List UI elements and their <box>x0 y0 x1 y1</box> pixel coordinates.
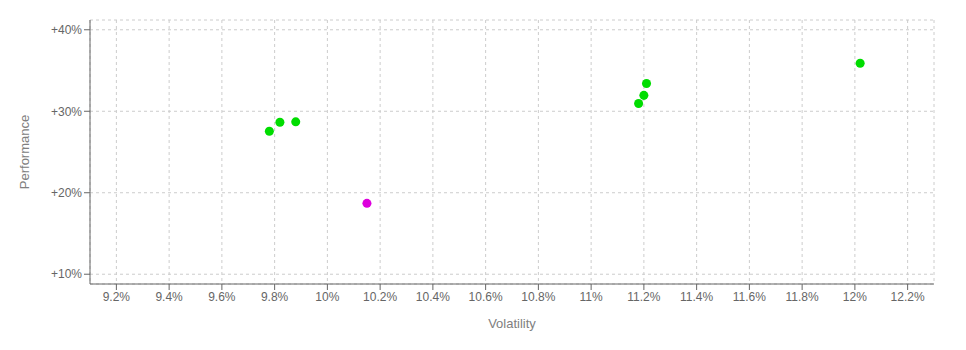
svg-text:11.8%: 11.8% <box>786 290 819 304</box>
svg-text:9.6%: 9.6% <box>208 290 236 304</box>
svg-text:12%: 12% <box>843 290 867 304</box>
svg-text:10.4%: 10.4% <box>416 290 450 304</box>
svg-text:+40%: +40% <box>51 23 82 37</box>
svg-text:11.2%: 11.2% <box>627 290 660 304</box>
svg-text:11.6%: 11.6% <box>733 290 766 304</box>
svg-text:11%: 11% <box>580 290 603 304</box>
svg-text:9.8%: 9.8% <box>261 290 289 304</box>
svg-text:Performance: Performance <box>17 115 32 189</box>
svg-text:9.2%: 9.2% <box>103 290 131 304</box>
svg-text:10.2%: 10.2% <box>363 290 397 304</box>
svg-text:9.4%: 9.4% <box>155 290 183 304</box>
svg-text:+30%: +30% <box>51 105 82 119</box>
svg-text:10.6%: 10.6% <box>469 290 503 304</box>
svg-text:10.8%: 10.8% <box>521 290 555 304</box>
svg-text:11.4%: 11.4% <box>680 290 713 304</box>
svg-text:Volatility: Volatility <box>488 316 536 331</box>
svg-text:+20%: +20% <box>51 186 82 200</box>
svg-text:12.2%: 12.2% <box>891 290 925 304</box>
svg-text:10%: 10% <box>315 290 339 304</box>
svg-text:+10%: +10% <box>51 267 82 281</box>
